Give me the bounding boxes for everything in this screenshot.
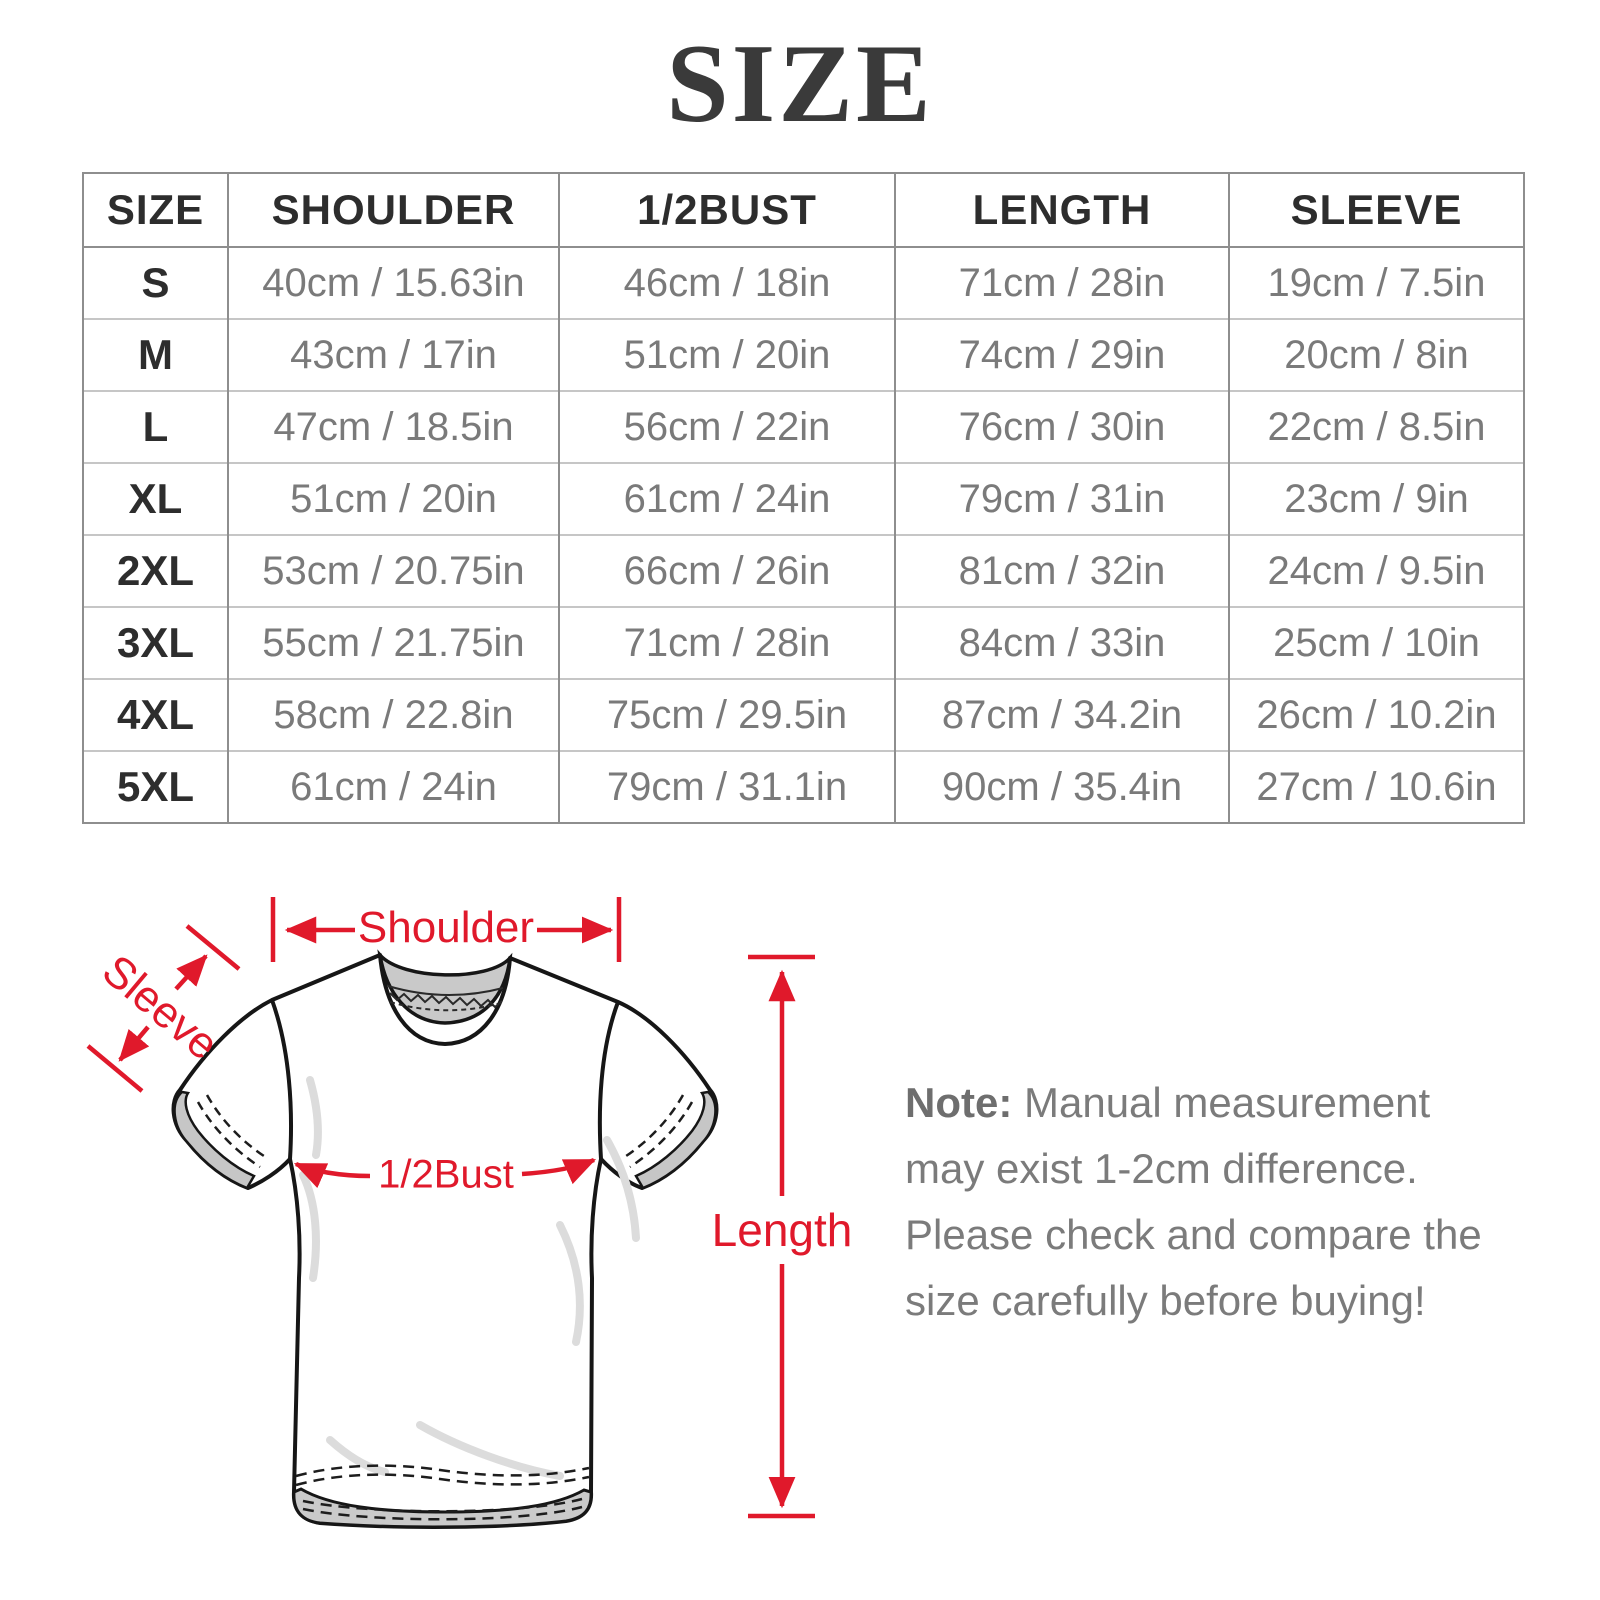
cell-bust: 56cm / 22in — [558, 390, 896, 463]
hem-upper-stitch-1 — [295, 1464, 590, 1478]
bust-label: 1/2Bust — [378, 1152, 514, 1197]
sleeve-measure — [86, 924, 241, 1093]
header-shoulder: SHOULDER — [227, 173, 560, 248]
right-cuff-stitch-1 — [629, 1101, 694, 1169]
length-label: Length — [711, 1204, 853, 1256]
cell-sleeve: 19cm / 7.5in — [1228, 247, 1525, 319]
cell-shoulder: 61cm / 24in — [227, 750, 560, 823]
cell-size: 5XL — [82, 750, 229, 823]
shoulder-measure — [270, 897, 622, 962]
table-header-row: SIZE SHOULDER 1/2BUST LENGTH SLEEVE — [82, 173, 1525, 248]
table-row: 2XL 53cm / 20.75in 66cm / 26in 81cm / 32… — [82, 534, 1525, 607]
cell-bust: 66cm / 26in — [558, 534, 896, 607]
cell-sleeve: 23cm / 9in — [1228, 462, 1525, 535]
cell-shoulder: 55cm / 21.75in — [227, 606, 560, 679]
cell-shoulder: 53cm / 20.75in — [227, 534, 560, 607]
cell-size: M — [82, 318, 229, 391]
size-table: SIZE SHOULDER 1/2BUST LENGTH SLEEVE S 40… — [82, 172, 1525, 824]
measure-annotations — [86, 897, 815, 1519]
cell-sleeve: 25cm / 10in — [1228, 606, 1525, 679]
cell-shoulder: 51cm / 20in — [227, 462, 560, 535]
cell-length: 90cm / 35.4in — [894, 750, 1230, 823]
header-sleeve: SLEEVE — [1228, 173, 1525, 248]
sleeve-arrow-down — [118, 1025, 150, 1062]
cell-length: 76cm / 30in — [894, 390, 1230, 463]
cell-size: S — [82, 247, 229, 319]
length-measure — [748, 954, 815, 1519]
cell-length: 74cm / 29in — [894, 318, 1230, 391]
header-length: LENGTH — [894, 173, 1230, 248]
cell-size: 3XL — [82, 606, 229, 679]
left-cuff-underside — [173, 1090, 256, 1190]
cell-length: 81cm / 32in — [894, 534, 1230, 607]
cell-shoulder: 43cm / 17in — [227, 318, 560, 391]
collar-stitch-bottom — [389, 1001, 502, 1012]
hem-stitch-row-2 — [302, 1505, 583, 1521]
right-cuff-underside — [634, 1090, 717, 1190]
cell-sleeve: 26cm / 10.2in — [1228, 678, 1525, 751]
left-cuff-stitch-2 — [205, 1094, 268, 1160]
sleeve-tick-top — [185, 924, 241, 971]
cell-size: 2XL — [82, 534, 229, 607]
cell-length: 87cm / 34.2in — [894, 678, 1230, 751]
measurement-diagram: Shoulder Sleeve 1/2Bust Length Note: Man… — [0, 840, 1600, 1600]
cell-shoulder: 47cm / 18.5in — [227, 390, 560, 463]
hem-upper-stitch-2 — [295, 1473, 590, 1487]
table-row: M 43cm / 17in 51cm / 20in 74cm / 29in 20… — [82, 318, 1525, 391]
cell-bust: 46cm / 18in — [558, 247, 896, 319]
hem-stitch-row-1 — [302, 1497, 583, 1513]
cell-sleeve: 27cm / 10.6in — [1228, 750, 1525, 823]
cell-sleeve: 22cm / 8.5in — [1228, 390, 1525, 463]
cell-shoulder: 58cm / 22.8in — [227, 678, 560, 751]
cell-size: 4XL — [82, 678, 229, 751]
cell-length: 84cm / 33in — [894, 606, 1230, 679]
header-size: SIZE — [82, 173, 229, 248]
shoulder-label: Shoulder — [357, 903, 535, 952]
note-text: Manual measurement may exist 1-2cm diffe… — [905, 1079, 1482, 1324]
note-label: Note: — [905, 1079, 1013, 1126]
fabric-creases — [299, 1076, 640, 1480]
sleeve-tick-bottom — [86, 1044, 144, 1093]
table-row: 4XL 58cm / 22.8in 75cm / 29.5in 87cm / 3… — [82, 678, 1525, 751]
left-armhole-seam — [270, 999, 294, 1160]
table-row: S 40cm / 15.63in 46cm / 18in 71cm / 28in… — [82, 247, 1525, 319]
cell-size: L — [82, 390, 229, 463]
cell-size: XL — [82, 462, 229, 535]
collar-stitch-top — [387, 985, 504, 997]
bust-measure — [293, 1157, 597, 1189]
tshirt-illustration — [171, 949, 719, 1529]
cell-sleeve: 20cm / 8in — [1228, 318, 1525, 391]
right-armhole-seam — [597, 1001, 620, 1160]
tshirt-diagram-svg — [86, 897, 815, 1529]
table-row: 5XL 61cm / 24in 79cm / 31.1in 90cm / 35.… — [82, 750, 1525, 823]
page-title: SIZE — [666, 22, 934, 146]
cell-bust: 61cm / 24in — [558, 462, 896, 535]
right-cuff-stitch-2 — [622, 1094, 685, 1160]
left-cuff-stitch-1 — [196, 1101, 261, 1169]
table-row: L 47cm / 18.5in 56cm / 22in 76cm / 30in … — [82, 390, 1525, 463]
cell-length: 71cm / 28in — [894, 247, 1230, 319]
sleeve-arrow-up — [174, 954, 208, 991]
collar-stitch-zigzag — [389, 992, 503, 1009]
header-bust: 1/2BUST — [558, 173, 896, 248]
cell-length: 79cm / 31in — [894, 462, 1230, 535]
bust-arrow-left — [293, 1161, 371, 1189]
cell-shoulder: 40cm / 15.63in — [227, 247, 560, 319]
cell-sleeve: 24cm / 9.5in — [1228, 534, 1525, 607]
table-row: 3XL 55cm / 21.75in 71cm / 28in 84cm / 33… — [82, 606, 1525, 679]
cell-bust: 79cm / 31.1in — [558, 750, 896, 823]
cell-bust: 71cm / 28in — [558, 606, 896, 679]
cell-bust: 75cm / 29.5in — [558, 678, 896, 751]
measurement-note: Note: Manual measurement may exist 1-2cm… — [905, 1070, 1517, 1334]
table-row: XL 51cm / 20in 61cm / 24in 79cm / 31in 2… — [82, 462, 1525, 535]
cell-bust: 51cm / 20in — [558, 318, 896, 391]
bust-arrow-right — [521, 1157, 597, 1185]
